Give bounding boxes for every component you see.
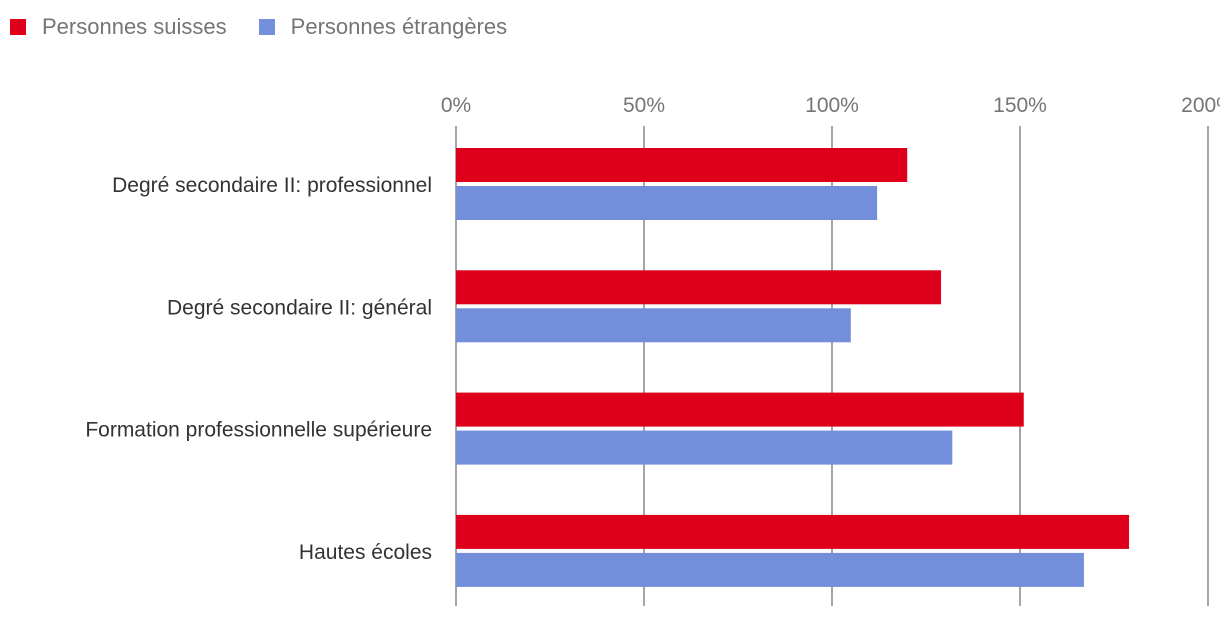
chart-legend: Personnes suisses Personnes étrangères	[10, 12, 507, 42]
bar-swiss-0[interactable]	[456, 148, 908, 182]
bars	[456, 148, 1130, 587]
x-tick-label-4: 200%	[1181, 94, 1220, 117]
x-tick-label-3: 150%	[993, 94, 1047, 117]
category-label-1: Degré secondaire II: général	[167, 296, 432, 319]
x-tick-label-2: 100%	[805, 94, 859, 117]
bar-foreign-1[interactable]	[456, 308, 851, 343]
legend-swatch-foreign	[258, 19, 275, 35]
category-labels: Degré secondaire II: professionnel Degré …	[85, 174, 432, 564]
category-label-0: Degré secondaire II: professionnel	[112, 174, 432, 197]
x-tick-label-1: 50%	[623, 94, 665, 117]
category-label-2: Formation professionnelle supérieure	[85, 419, 432, 442]
legend-label-foreign: Personnes étrangères	[290, 14, 508, 39]
bar-swiss-1[interactable]	[456, 270, 942, 305]
legend-item-foreign[interactable]: Personnes étrangères	[258, 14, 508, 40]
bar-swiss-2[interactable]	[456, 392, 1024, 427]
bar-foreign-2[interactable]	[456, 430, 953, 465]
legend-swatch-swiss	[10, 19, 26, 35]
legend-label-swiss: Personnes suisses	[42, 14, 227, 39]
x-tick-label-0: 0%	[441, 94, 471, 117]
x-axis-tick-labels: 0% 50% 100% 150% 200%	[441, 94, 1220, 117]
bar-foreign-3[interactable]	[456, 552, 1084, 587]
legend-item-swiss[interactable]: Personnes suisses	[10, 14, 227, 40]
bar-swiss-3[interactable]	[456, 514, 1130, 549]
bar-foreign-0[interactable]	[456, 186, 878, 220]
category-label-3: Hautes écoles	[299, 541, 432, 564]
